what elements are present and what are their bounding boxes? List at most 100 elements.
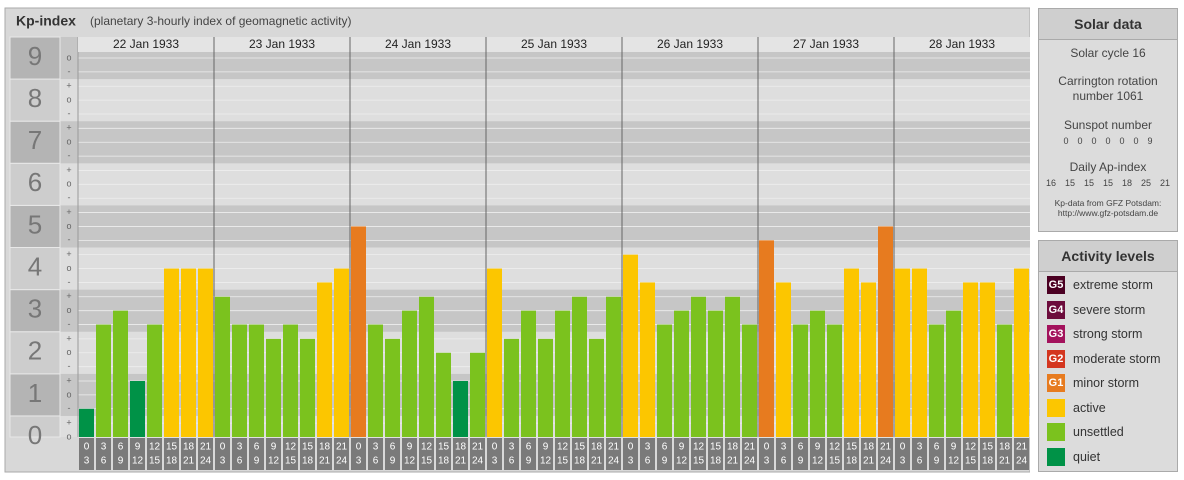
kp-bar bbox=[810, 310, 825, 437]
kp-chart: Kp-index (planetary 3-hourly index of ge… bbox=[4, 7, 1030, 473]
hour-start: 9 bbox=[951, 442, 957, 453]
hour-start: 18 bbox=[727, 442, 739, 453]
hour-start: 21 bbox=[744, 442, 756, 453]
hour-start: 3 bbox=[237, 442, 243, 453]
hour-box bbox=[980, 438, 995, 470]
ap-value: 16 bbox=[1045, 178, 1056, 188]
hour-start: 12 bbox=[829, 442, 841, 453]
hour-box bbox=[504, 438, 519, 470]
kp-bar bbox=[232, 324, 247, 437]
hour-end: 15 bbox=[421, 456, 433, 467]
hour-end: 12 bbox=[404, 456, 416, 467]
day-label: 27 Jan 1933 bbox=[793, 37, 859, 51]
sunspot-value: 0 bbox=[1091, 136, 1097, 146]
hour-end: 6 bbox=[373, 456, 379, 467]
kp-bar bbox=[266, 338, 281, 437]
hour-start: 18 bbox=[863, 442, 875, 453]
chart-subtitle: (planetary 3-hourly index of geomagnetic… bbox=[90, 14, 351, 28]
day-header bbox=[894, 37, 1030, 52]
kp-bar bbox=[759, 240, 774, 437]
hour-end: 15 bbox=[693, 456, 705, 467]
minor-tick-label: - bbox=[68, 403, 71, 413]
hour-end: 15 bbox=[285, 456, 297, 467]
hour-end: 18 bbox=[982, 456, 994, 467]
hour-start: 6 bbox=[662, 442, 668, 453]
legend-item: G1 minor storm bbox=[1047, 373, 1139, 393]
hour-start: 3 bbox=[509, 442, 515, 453]
hour-start: 15 bbox=[302, 442, 314, 453]
hour-start: 21 bbox=[608, 442, 620, 453]
legend-item: G4 severe storm bbox=[1047, 300, 1145, 320]
minor-tick-label: o bbox=[66, 221, 71, 231]
hour-start: 3 bbox=[101, 442, 107, 453]
legend-swatch bbox=[1047, 423, 1065, 441]
ap-values: 16 15 15 15 18 25 21 bbox=[1039, 178, 1177, 188]
kp-bar bbox=[215, 296, 230, 437]
hour-box bbox=[334, 438, 349, 470]
hour-end: 18 bbox=[302, 456, 314, 467]
hour-start: 6 bbox=[934, 442, 940, 453]
hour-box bbox=[827, 438, 842, 470]
minor-tick-label: o bbox=[66, 431, 71, 441]
hour-start: 18 bbox=[183, 442, 195, 453]
hour-box bbox=[96, 438, 111, 470]
hour-end: 21 bbox=[999, 456, 1011, 467]
solar-panel: Solar data Solar cycle 16 Carrington rot… bbox=[1038, 8, 1178, 232]
hour-start: 3 bbox=[373, 442, 379, 453]
kp-bar bbox=[572, 296, 587, 437]
day-label: 22 Jan 1933 bbox=[113, 37, 179, 51]
hour-box bbox=[997, 438, 1012, 470]
kp-label-box bbox=[9, 78, 61, 122]
hour-box bbox=[283, 438, 298, 470]
hour-end: 12 bbox=[812, 456, 824, 467]
hour-start: 3 bbox=[645, 442, 651, 453]
hour-box bbox=[912, 438, 927, 470]
ap-value: 21 bbox=[1160, 178, 1171, 188]
source-url: http://www.gfz-potsdam.de bbox=[1057, 208, 1159, 218]
minor-tick-label: o bbox=[66, 94, 71, 104]
hour-box bbox=[147, 438, 162, 470]
hour-box bbox=[402, 438, 417, 470]
minor-tick-label: - bbox=[68, 108, 71, 118]
hour-start: 0 bbox=[220, 442, 226, 453]
hour-box bbox=[725, 438, 740, 470]
minor-tick-label: + bbox=[66, 81, 71, 91]
hour-start: 9 bbox=[135, 442, 141, 453]
kp-label-box bbox=[9, 204, 61, 248]
hour-start: 12 bbox=[149, 442, 161, 453]
hour-end: 21 bbox=[455, 456, 467, 467]
minor-tick-label: + bbox=[66, 249, 71, 259]
y-tick-label: 3 bbox=[28, 294, 42, 324]
minor-tick-label: o bbox=[66, 305, 71, 315]
hour-box bbox=[776, 438, 791, 470]
hour-box bbox=[963, 438, 978, 470]
kp-bar bbox=[368, 324, 383, 437]
hour-start: 9 bbox=[679, 442, 685, 453]
hour-start: 6 bbox=[118, 442, 124, 453]
hour-end: 21 bbox=[591, 456, 603, 467]
hour-end: 3 bbox=[220, 456, 226, 467]
day-header bbox=[758, 37, 894, 52]
day-label: 28 Jan 1933 bbox=[929, 37, 995, 51]
kp-bar bbox=[946, 310, 961, 437]
kp-bar bbox=[929, 324, 944, 437]
day-label: 24 Jan 1933 bbox=[385, 37, 451, 51]
legend-title: Activity levels bbox=[1039, 241, 1177, 272]
kp-bar bbox=[487, 268, 502, 437]
kp-bar bbox=[283, 324, 298, 437]
y-tick-label: 0 bbox=[28, 420, 42, 450]
hour-end: 18 bbox=[438, 456, 450, 467]
hour-box bbox=[266, 438, 281, 470]
hour-start: 9 bbox=[815, 442, 821, 453]
hour-box bbox=[878, 438, 893, 470]
hour-box bbox=[793, 438, 808, 470]
hour-box bbox=[810, 438, 825, 470]
hour-box bbox=[1014, 438, 1029, 470]
legend-label: strong storm bbox=[1073, 327, 1143, 341]
hour-start: 0 bbox=[900, 442, 906, 453]
minor-tick-label: + bbox=[66, 207, 71, 217]
kp-bar bbox=[878, 226, 893, 437]
y-tick-label: 6 bbox=[28, 167, 42, 197]
kp-bar bbox=[623, 254, 638, 437]
